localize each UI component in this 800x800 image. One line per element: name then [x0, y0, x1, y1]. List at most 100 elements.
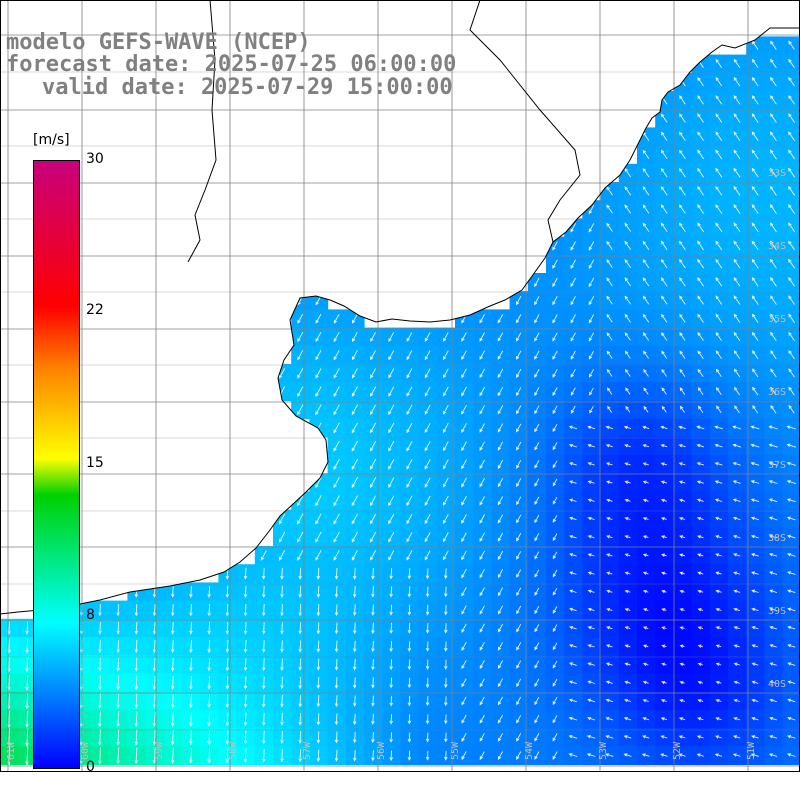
wind-arrow	[624, 277, 631, 287]
wind-arrow	[661, 589, 667, 594]
wind-arrow	[534, 332, 540, 342]
wind-arrow	[278, 531, 286, 543]
wind-arrow	[624, 498, 631, 503]
wind-arrow	[497, 550, 504, 560]
wind-arrow	[316, 567, 321, 580]
wind-arrow	[443, 568, 448, 580]
wind-arrow	[261, 712, 266, 726]
wind-arrow	[770, 276, 777, 287]
colorbar-tick-30: 30	[86, 151, 104, 167]
wind-arrow	[389, 714, 393, 725]
wind-arrow	[787, 716, 796, 721]
wind-arrow	[315, 422, 322, 434]
wind-arrow	[697, 553, 704, 557]
wind-arrow	[642, 517, 649, 521]
wind-arrow	[769, 258, 777, 269]
wind-arrow	[516, 387, 522, 397]
wind-arrow	[497, 587, 503, 597]
wind-cell	[782, 345, 800, 365]
wind-arrow	[624, 516, 631, 521]
wind-arrow	[788, 40, 795, 50]
lon-label: 57W	[302, 741, 313, 760]
wind-arrow	[406, 477, 413, 488]
wind-arrow	[333, 368, 340, 379]
wind-arrow	[659, 771, 668, 776]
wind-arrow	[371, 586, 375, 598]
wind-arrow	[770, 350, 777, 360]
wind-arrow	[534, 496, 540, 505]
wind-arrow	[788, 240, 796, 251]
wind-arrow	[461, 368, 467, 379]
wind-arrow	[587, 498, 595, 503]
wind-arrow	[769, 662, 777, 666]
wind-arrow	[207, 766, 211, 782]
wind-arrow	[768, 498, 778, 503]
wind-arrow	[751, 276, 759, 287]
wind-arrow	[697, 313, 704, 323]
wind-arrow	[679, 608, 685, 612]
wind-arrow	[516, 441, 522, 451]
wind-arrow	[243, 748, 248, 763]
wind-arrow	[370, 350, 376, 361]
wind-arrow	[315, 331, 322, 343]
wind-arrow	[589, 369, 594, 378]
wind-arrow	[370, 550, 377, 561]
wind-arrow	[624, 259, 632, 269]
wind-arrow	[697, 332, 704, 341]
wind-arrow	[788, 404, 795, 414]
wind-arrow	[552, 696, 558, 706]
wind-arrow	[642, 644, 649, 648]
wind-arrow	[624, 350, 631, 359]
wind-arrow	[425, 696, 430, 707]
wind-arrow	[788, 185, 796, 196]
wind-arrow	[443, 422, 449, 434]
wind-arrow	[732, 534, 741, 539]
wind-arrow	[697, 258, 704, 269]
wind-arrow	[6, 763, 11, 785]
wind-arrow	[624, 535, 631, 539]
wind-arrow	[661, 626, 667, 630]
wind-arrow	[351, 368, 358, 379]
wind-arrow	[552, 751, 558, 760]
wind-arrow	[661, 608, 667, 612]
wind-arrow	[334, 677, 339, 689]
wind-arrow	[479, 477, 485, 488]
wind-arrow	[697, 368, 704, 377]
wind-arrow	[297, 313, 304, 324]
wind-arrow	[588, 259, 595, 269]
wind-arrow	[298, 622, 302, 635]
wind-arrow	[642, 626, 649, 630]
wind-arrow	[461, 514, 467, 524]
wind-arrow	[370, 440, 377, 452]
wind-arrow	[697, 295, 704, 305]
wind-arrow	[624, 644, 631, 648]
wind-arrow	[134, 657, 139, 672]
wind-arrow	[642, 462, 649, 466]
wind-arrow	[624, 167, 632, 178]
wind-arrow	[642, 313, 650, 323]
wind-arrow	[389, 659, 393, 671]
wind-arrow	[497, 350, 504, 360]
wind-arrow	[605, 462, 613, 466]
wind-arrow	[642, 480, 649, 484]
wind-arrow	[623, 735, 632, 739]
wind-arrow	[661, 295, 668, 305]
wind-arrow	[298, 731, 302, 744]
wind-arrow	[751, 167, 759, 178]
wind-arrow	[334, 567, 339, 580]
wind-arrow	[642, 222, 650, 232]
wind-arrow	[388, 531, 395, 543]
wind-arrow	[715, 589, 722, 594]
wind-arrow	[787, 698, 796, 703]
wind-arrow	[443, 404, 449, 415]
wind-arrow	[297, 404, 304, 416]
wind-arrow	[443, 332, 449, 342]
wind-arrow	[643, 350, 649, 359]
wind-arrow	[297, 386, 304, 397]
wind-arrow	[643, 387, 649, 395]
wind-arrow	[369, 477, 377, 489]
wind-arrow	[552, 733, 558, 742]
wind-arrow	[479, 405, 485, 415]
wind-arrow	[424, 532, 431, 543]
wind-arrow	[261, 585, 266, 599]
